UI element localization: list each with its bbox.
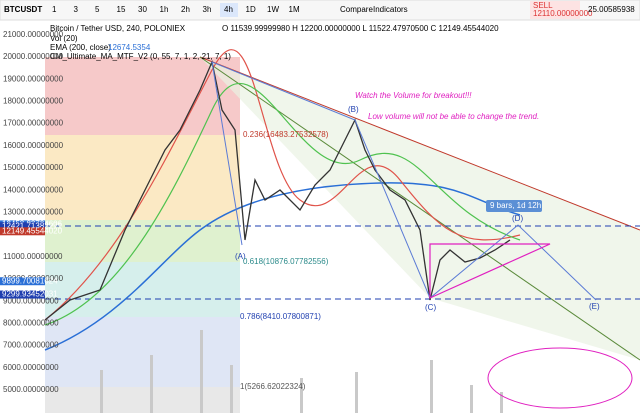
price-marker: [0, 277, 45, 286]
interval-button[interactable]: 5: [95, 5, 100, 14]
price-label: 16000.00000000: [3, 141, 64, 150]
fib-label: 0.786(8410.07800871): [240, 312, 321, 321]
price-marker-label: 9299.93452031: [2, 290, 58, 299]
note: Watch the Volume for breakout!!!: [355, 91, 472, 100]
interval-button[interactable]: 15: [117, 5, 126, 14]
fib-label: 1(5266.62022324): [240, 382, 306, 391]
price-marker-label: 12421.71382271: [2, 221, 63, 230]
ma-line: [44, 49, 521, 321]
bars-label: 9 bars, 1d 12h: [490, 201, 541, 210]
interval-button[interactable]: 1D: [246, 5, 256, 14]
interval-button[interactable]: 1: [52, 5, 57, 14]
sell-box[interactable]: [530, 1, 580, 19]
price-marker: [0, 227, 45, 236]
fib-zone: [45, 387, 240, 413]
volume: [100, 330, 503, 413]
note: Low volume will not be able to change th…: [368, 112, 539, 121]
interval-button[interactable]: 1M: [289, 5, 300, 14]
interval-button[interactable]: 3: [74, 5, 79, 14]
fib-zone: [45, 317, 240, 387]
fib-zone: [45, 57, 240, 135]
point-label: (D): [512, 214, 523, 223]
price-label: 13000.00000000: [3, 208, 64, 217]
price-label: 17000.00000000: [3, 119, 64, 128]
compare-button[interactable]: Compare: [340, 5, 373, 14]
legend-ema: EMA (200, close): [50, 43, 111, 52]
bars-box: [486, 200, 542, 212]
price-label: 15000.00000000: [3, 163, 64, 172]
price-label: 20000.00000000: [3, 52, 64, 61]
triangle: [429, 243, 551, 299]
price-label: 18000.00000000: [3, 97, 64, 106]
price-marker-label: 12149.45544020: [2, 226, 63, 235]
price-marker: [0, 222, 45, 231]
interval-button[interactable]: 4h: [224, 5, 233, 14]
price-label: 8000.00000000: [3, 319, 59, 328]
price-line: [44, 59, 511, 321]
legend-ohlc: O 11539.99999980 H 12200.00000000 L 1152…: [222, 24, 499, 33]
fib-label: 0.236(16483.27532578): [243, 130, 329, 139]
ema-line: [44, 182, 521, 351]
trend-line: [199, 56, 640, 361]
price-label: 14000.00000000: [3, 185, 64, 194]
indicators-button[interactable]: Indicators: [373, 5, 408, 14]
price-marker: [0, 290, 45, 299]
price-label: 5000.00000000: [3, 385, 59, 394]
point-label: (A): [235, 252, 246, 261]
volume-circle: [487, 347, 633, 409]
toolbar: [0, 0, 640, 21]
fib-zone: [45, 262, 240, 317]
price-label: 19000.00000000: [3, 74, 64, 83]
ma-line: [44, 82, 521, 326]
price-label: 11000.00000000: [3, 252, 63, 261]
interval-button[interactable]: 3h: [203, 5, 212, 14]
price-label: 21000.00000000: [3, 30, 64, 39]
legend-ma: CM_Ultimate_MA_MTF_V2 (0, 55, 7, 1, 2, 2…: [50, 52, 231, 61]
fib-zone: [45, 220, 240, 262]
fib-label: 0.618(10876.07782556): [243, 257, 329, 266]
active-interval: [220, 3, 238, 17]
legend-title: Bitcoin / Tether USD, 240, POLONIEX: [50, 24, 186, 33]
point-label: (C): [425, 303, 436, 312]
fib-zone: [45, 135, 240, 220]
legend-ema-value: 12674.5354: [108, 43, 151, 52]
legend-volume: Vol (20): [50, 34, 78, 43]
trend-line: [199, 56, 640, 231]
price-label: 6000.00000000: [3, 363, 59, 372]
point-label: (E): [589, 302, 600, 311]
symbol[interactable]: BTCUSDT: [4, 5, 42, 14]
spread: 25.00585938: [588, 5, 635, 14]
sell-price: 12110.00000000: [533, 9, 593, 18]
interval-button[interactable]: 1W: [267, 5, 279, 14]
price-label: 9000.00000000: [3, 296, 59, 305]
price-label: 7000.00000000: [3, 341, 59, 350]
interval-button[interactable]: 1h: [160, 5, 169, 14]
sell-label: SELL: [533, 1, 553, 10]
interval-button[interactable]: 30: [138, 5, 147, 14]
interval-button[interactable]: 2h: [181, 5, 190, 14]
wave-line: [211, 61, 597, 301]
point-label: (B): [348, 105, 359, 114]
price-marker-label: 9899.70081624: [2, 276, 58, 285]
